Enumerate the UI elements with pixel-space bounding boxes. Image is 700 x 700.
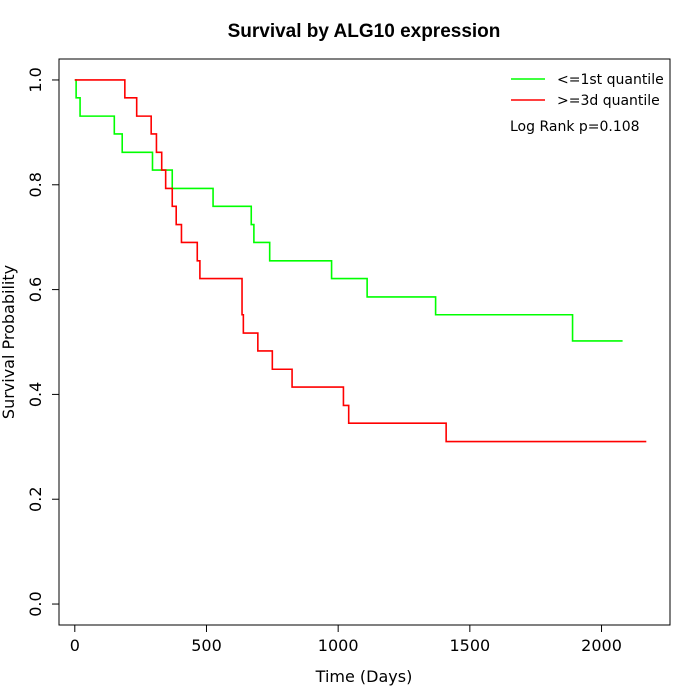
legend-label: >=3d quantile [557, 93, 660, 109]
plot-frame [58, 58, 671, 626]
y-tick-label: 1.0 [26, 67, 45, 92]
y-axis-label: Survival Probability [0, 265, 18, 419]
axes: 0 500 1000 1500 2000 0.0 0.2 0.4 0.6 0.8 1.0 [26, 67, 622, 655]
y-tick-label: 0.4 [26, 382, 45, 407]
legend-label: <=1st quantile [557, 72, 664, 88]
x-tick-label: 0 [70, 636, 80, 655]
survival-curve-series-2 [74, 79, 647, 443]
x-tick-label: 2000 [581, 636, 622, 655]
y-tick-label: 0.0 [26, 591, 45, 616]
y-tick-label: 0.8 [26, 172, 45, 197]
survival-curve-series-1 [74, 79, 623, 342]
x-tick-label: 1000 [318, 636, 359, 655]
x-tick-label: 1500 [449, 636, 490, 655]
x-axis-label: Time (Days) [315, 667, 413, 686]
x-tick-label: 500 [191, 636, 222, 655]
y-tick-label: 0.2 [26, 486, 45, 511]
series-layer [74, 79, 647, 443]
y-tick-label: 0.6 [26, 277, 45, 302]
log-rank-annotation: Log Rank p=0.108 [510, 119, 640, 135]
chart-title: Survival by ALG10 expression [228, 21, 501, 42]
legend: <=1st quantile >=3d quantile Log Rank p=0.… [510, 72, 664, 135]
